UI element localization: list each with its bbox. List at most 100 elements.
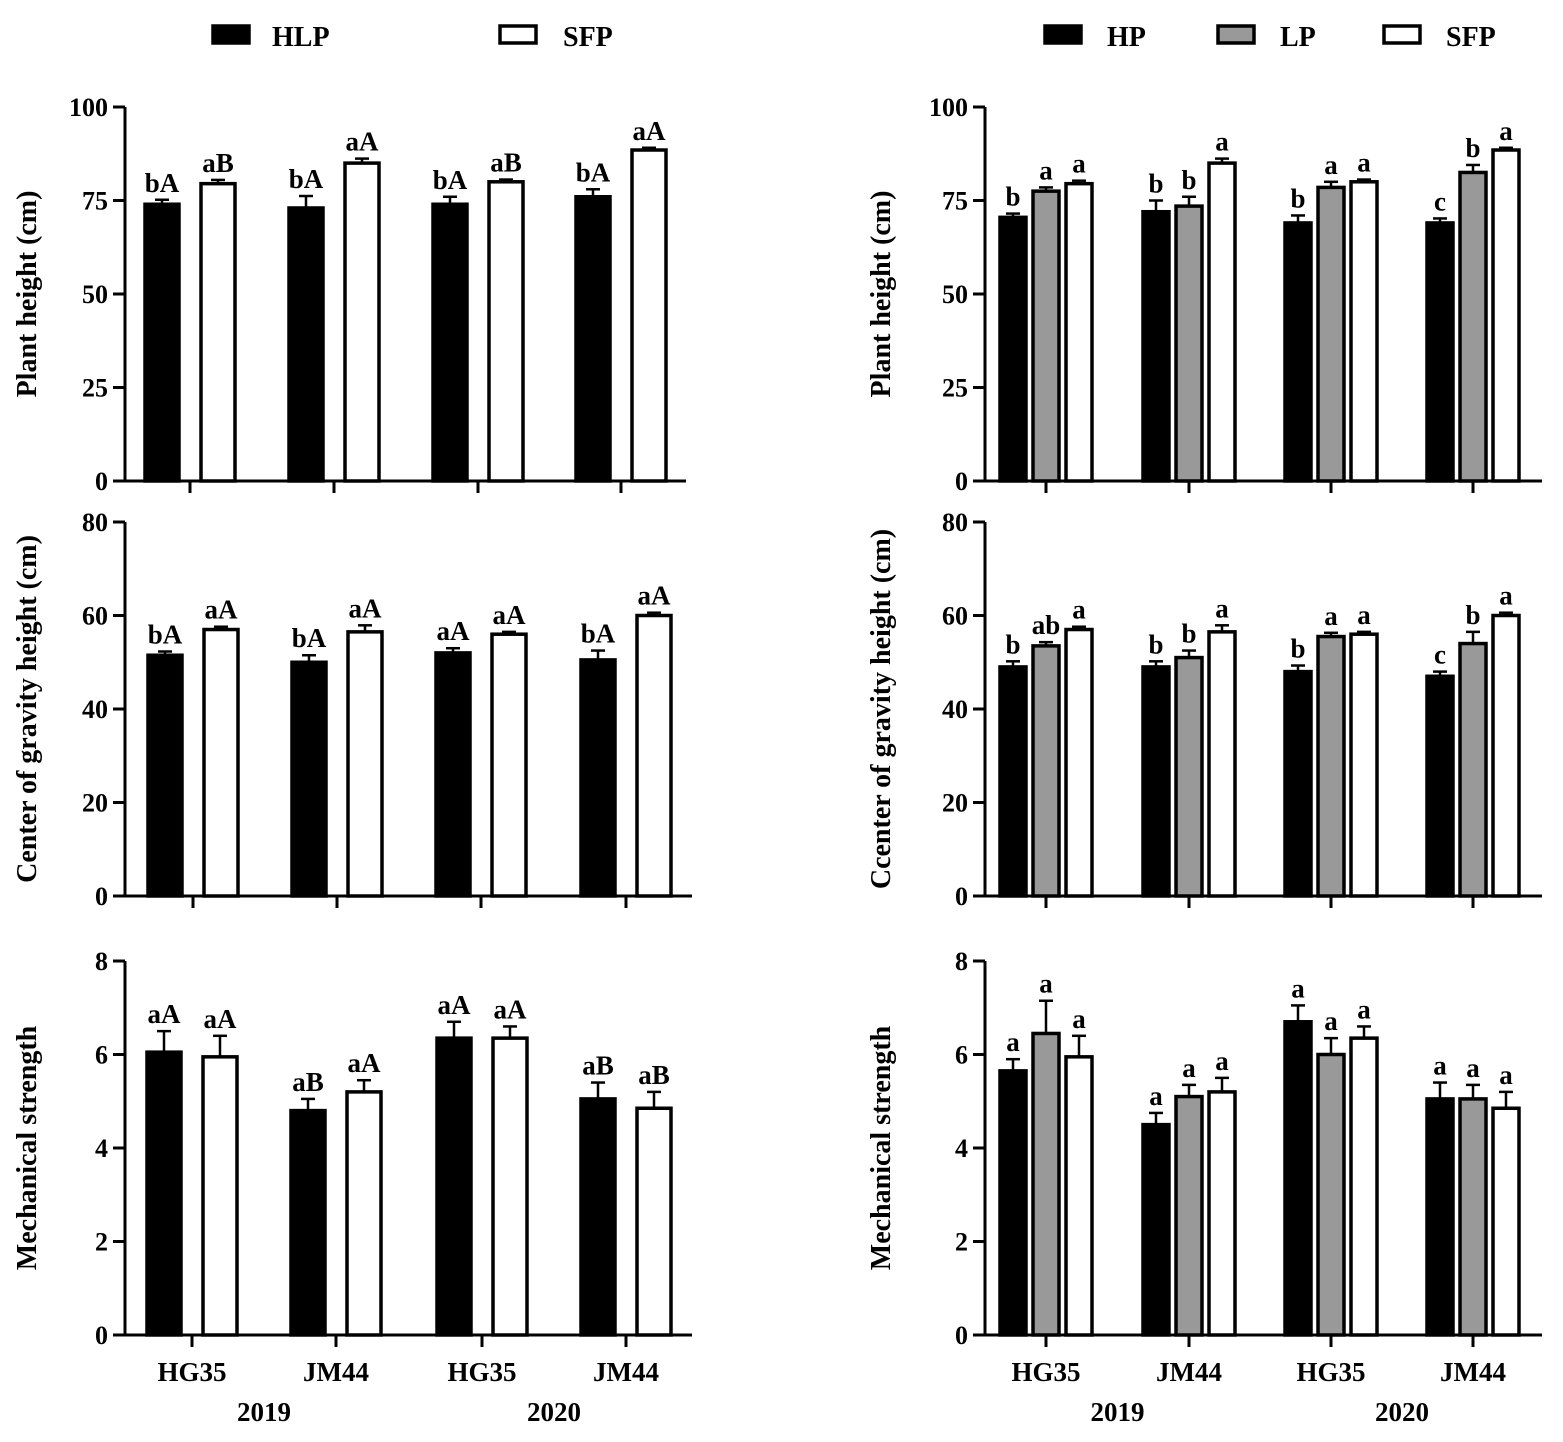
legend-swatch-sfp bbox=[1382, 24, 1422, 45]
bar-lp bbox=[1031, 189, 1061, 483]
bar-sfp bbox=[1064, 1055, 1094, 1337]
significance-label: b bbox=[1290, 634, 1305, 664]
significance-label: aA bbox=[204, 1004, 238, 1034]
bar-lp bbox=[1316, 185, 1346, 483]
y-axis-label: Mechanical strength bbox=[12, 1025, 43, 1270]
significance-label: a bbox=[1039, 155, 1053, 185]
bar-sfp bbox=[635, 1106, 673, 1337]
y-tick-label: 100 bbox=[69, 93, 108, 122]
bar-sfp bbox=[346, 630, 384, 898]
panel-left-plant-height: 0 25 50 75 100 Plant height (cm) bA aB bA aA bA aB b… bbox=[12, 93, 686, 496]
bar-sfp bbox=[1207, 1090, 1237, 1337]
chart-panels: 0 25 50 75 100 Plant height (cm) bA aB bA aA bA aB b… bbox=[12, 93, 1542, 1427]
bar-hp bbox=[1283, 221, 1313, 483]
significance-label: bA bbox=[576, 157, 611, 187]
bar-sfp bbox=[1207, 161, 1237, 483]
significance-label: a bbox=[1215, 127, 1229, 157]
significance-label: aA bbox=[346, 127, 380, 157]
x-category-label: HG35 bbox=[1296, 1357, 1365, 1387]
significance-label: bA bbox=[145, 168, 180, 198]
bar-hp bbox=[998, 665, 1028, 898]
significance-label: b bbox=[1005, 182, 1020, 212]
significance-label: aB bbox=[292, 1067, 324, 1097]
significance-label: bA bbox=[289, 164, 324, 194]
y-tick-label: 4 bbox=[95, 1134, 108, 1163]
significance-label: aA bbox=[633, 116, 667, 146]
bar-sfp bbox=[202, 627, 240, 898]
significance-label: aA bbox=[349, 593, 383, 623]
bar-lp bbox=[1174, 655, 1204, 898]
bar-hp bbox=[1141, 1122, 1171, 1337]
legend-left: HLP SFP bbox=[211, 22, 613, 53]
bar-hlp bbox=[145, 1050, 183, 1337]
significance-label: a bbox=[1499, 1060, 1513, 1090]
legend-right: HP LP SFP bbox=[1043, 22, 1496, 53]
bar-hlp bbox=[579, 658, 617, 898]
legend-label-hp: HP bbox=[1107, 22, 1146, 53]
significance-label: c bbox=[1434, 186, 1446, 216]
significance-label: b bbox=[1148, 169, 1163, 199]
panel-left-mech-strength: 0 2 4 6 8 Mechanical strength aA aA aB aA aA aA aB aB… bbox=[12, 947, 692, 1427]
y-tick-label: 40 bbox=[942, 695, 968, 724]
bar-sfp bbox=[635, 613, 673, 898]
significance-label: a bbox=[1182, 1053, 1196, 1083]
significance-label: a bbox=[1466, 1053, 1480, 1083]
y-axis-label: Plant height (cm) bbox=[12, 191, 43, 398]
bar-lp bbox=[1458, 1097, 1488, 1337]
bar-hlp bbox=[435, 1036, 473, 1337]
significance-label: aB bbox=[490, 148, 522, 178]
y-tick-label: 25 bbox=[942, 374, 968, 403]
bar-lp bbox=[1031, 1031, 1061, 1337]
y-tick-label: 0 bbox=[955, 1321, 968, 1350]
bar-sfp bbox=[1491, 148, 1521, 483]
x-category-label: JM44 bbox=[593, 1357, 659, 1387]
y-axis-label: Ccenter of gravity height (cm) bbox=[866, 529, 897, 889]
panel-right-cog-height: 0 20 40 60 80 Ccenter of gravity height (cm) b… bbox=[866, 508, 1542, 911]
bar-hp bbox=[998, 215, 1028, 483]
significance-label: a bbox=[1215, 593, 1229, 623]
x-category-label: HG35 bbox=[447, 1357, 516, 1387]
significance-label: a bbox=[1357, 148, 1371, 178]
bar-hp bbox=[1425, 1097, 1455, 1337]
bar-hlp bbox=[289, 1108, 327, 1337]
significance-label: a bbox=[1039, 969, 1053, 999]
bar-hp bbox=[1425, 221, 1455, 483]
legend-swatch-sfp bbox=[498, 24, 538, 45]
significance-label: bA bbox=[433, 165, 468, 195]
y-tick-label: 4 bbox=[955, 1134, 968, 1163]
significance-label: b bbox=[1005, 629, 1020, 659]
significance-label: a bbox=[1006, 1027, 1020, 1057]
significance-label: a bbox=[1324, 1006, 1338, 1036]
y-tick-label: 50 bbox=[942, 280, 968, 309]
bar-hlp bbox=[290, 660, 328, 898]
significance-label: aA bbox=[148, 999, 182, 1029]
year-label: 2019 bbox=[237, 1397, 291, 1427]
significance-label: b bbox=[1181, 165, 1196, 195]
bar-sfp bbox=[1491, 613, 1521, 898]
y-tick-label: 6 bbox=[955, 1041, 968, 1070]
y-tick-label: 2 bbox=[95, 1228, 108, 1257]
y-tick-label: 8 bbox=[955, 947, 968, 976]
bar-sfp bbox=[1491, 1106, 1521, 1337]
bar-hp bbox=[1283, 669, 1313, 898]
x-category-label: JM44 bbox=[1440, 1357, 1506, 1387]
significance-label: aA bbox=[494, 994, 528, 1024]
significance-label: b bbox=[1290, 183, 1305, 213]
y-tick-label: 0 bbox=[955, 882, 968, 911]
y-tick-label: 0 bbox=[95, 1321, 108, 1350]
significance-label: a bbox=[1149, 1081, 1163, 1111]
y-tick-label: 80 bbox=[82, 508, 108, 537]
significance-label: aA bbox=[438, 990, 472, 1020]
y-tick-label: 100 bbox=[929, 93, 968, 122]
bar-lp bbox=[1316, 634, 1346, 898]
x-category-label: JM44 bbox=[303, 1357, 369, 1387]
y-tick-label: 0 bbox=[95, 882, 108, 911]
legend-label-sfp: SFP bbox=[563, 22, 613, 53]
bar-sfp bbox=[1349, 632, 1379, 898]
legend-label-hlp: HLP bbox=[272, 22, 330, 53]
bar-sfp bbox=[630, 148, 668, 483]
significance-label: b bbox=[1465, 133, 1480, 163]
y-axis-label: Center of gravity height (cm) bbox=[12, 535, 43, 883]
bar-hp bbox=[1141, 209, 1171, 483]
